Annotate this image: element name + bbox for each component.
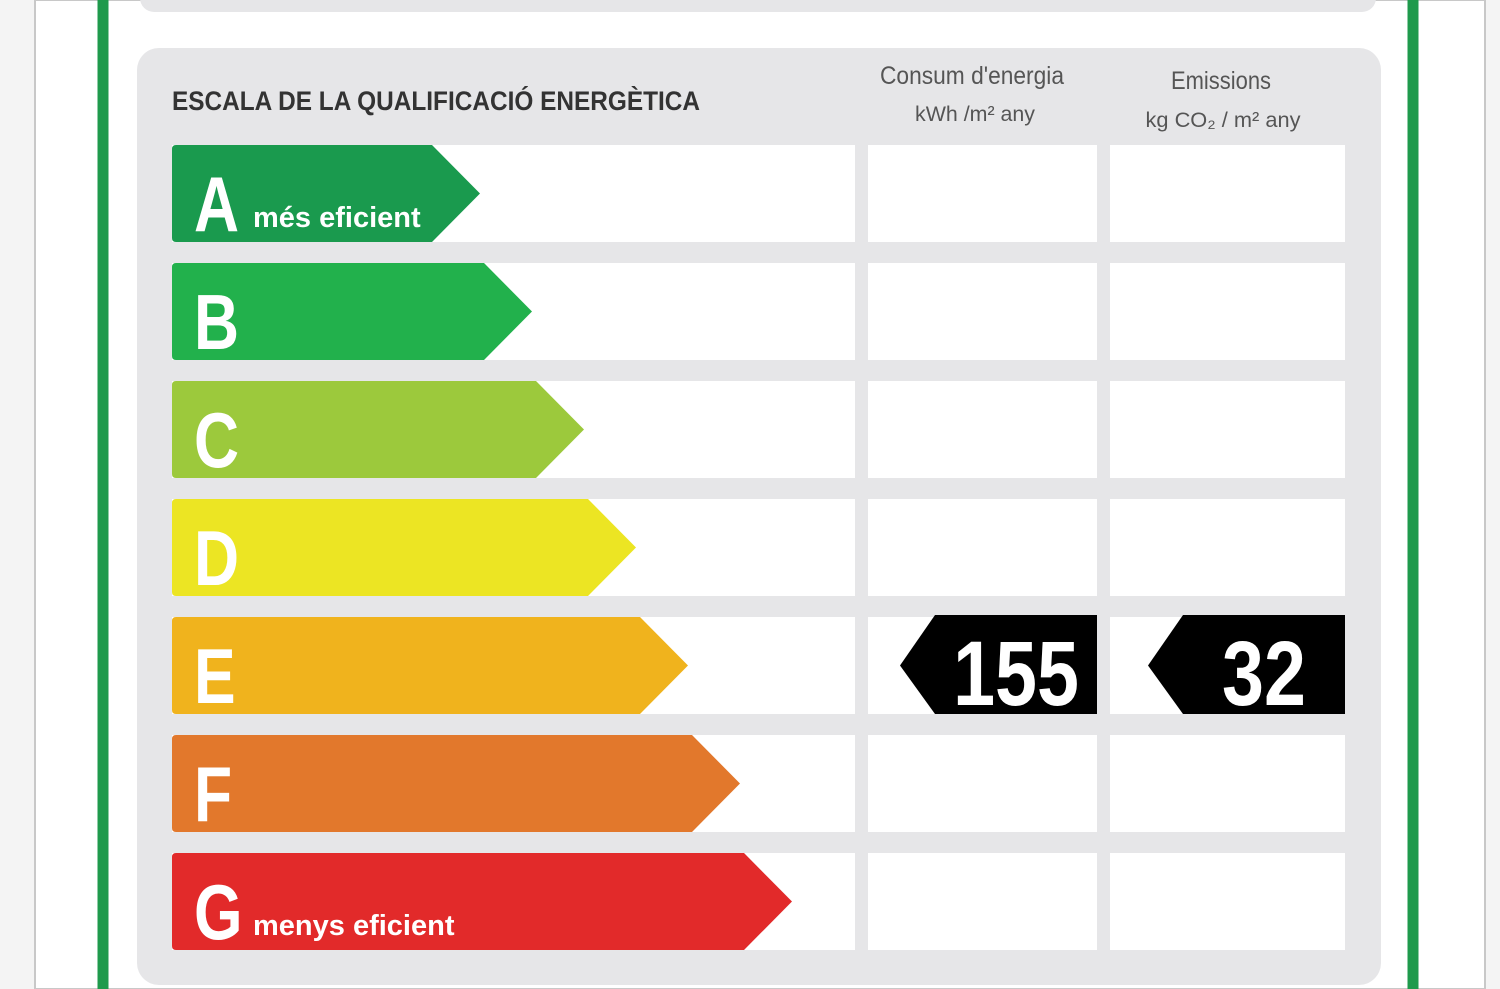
emissions-marker: [1148, 615, 1345, 714]
consumption-unit: kWh /m² any: [915, 103, 1035, 126]
consumption-cell: [868, 735, 1097, 832]
consumption-cell: [868, 499, 1097, 596]
top-panel: [140, 0, 1376, 12]
rating-letter: G: [194, 868, 243, 955]
green-frame: [97, 0, 1419, 989]
consumption-title: Consum d'energia: [880, 62, 1064, 90]
consumption-value: 155: [953, 622, 1079, 725]
emissions-cell: [1110, 499, 1345, 596]
emissions-value: 32: [1222, 622, 1306, 725]
rating-arrow: [172, 853, 792, 950]
consumption-cell: [868, 853, 1097, 950]
rating-letter: E: [194, 632, 236, 719]
emissions-unit: kg CO₂ / m² any: [1146, 109, 1302, 132]
emissions-cell: [1110, 853, 1345, 950]
rating-letter: F: [194, 750, 232, 837]
consumption-cell: [868, 145, 1097, 242]
scale-title: ESCALA DE LA QUALIFICACIÓ ENERGÈTICA: [172, 85, 700, 116]
rating-arrow: [172, 145, 480, 242]
rating-note: menys eficient: [253, 910, 455, 942]
consumption-cell: [868, 263, 1097, 360]
rating-arrow: [172, 263, 532, 360]
rating-letter: A: [194, 160, 239, 247]
consumption-marker: [900, 615, 1097, 714]
rating-note: més eficient: [253, 202, 421, 234]
rating-letter: C: [194, 396, 239, 483]
rating-arrow: [172, 617, 688, 714]
emissions-cell: [1110, 381, 1345, 478]
rating-letter: B: [194, 278, 239, 365]
emissions-title: Emissions: [1171, 67, 1271, 95]
emissions-cell: [1110, 263, 1345, 360]
rating-letter: D: [194, 514, 239, 601]
rating-arrow: [172, 499, 636, 596]
rating-arrow: [172, 381, 584, 478]
emissions-cell: [1110, 145, 1345, 242]
consumption-cell: [868, 381, 1097, 478]
emissions-cell: [1110, 735, 1345, 832]
rating-arrow: [172, 735, 740, 832]
